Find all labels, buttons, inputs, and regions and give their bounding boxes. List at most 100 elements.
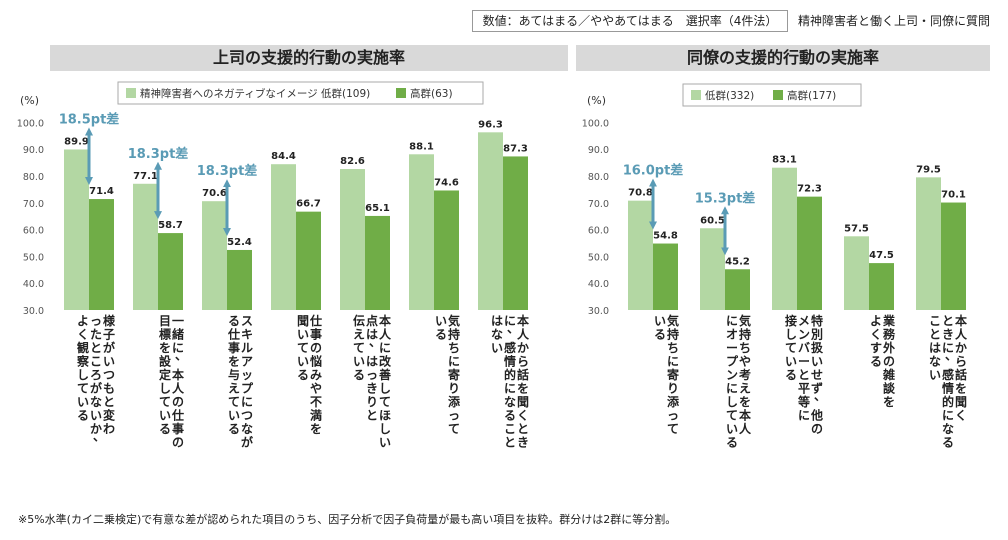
category-label-char: や: [739, 355, 751, 369]
category-label-char: メ: [798, 314, 810, 328]
category-label-char: 満: [310, 408, 322, 423]
category-label-char: 的: [504, 367, 516, 382]
y-tick-label: 100.0: [582, 118, 609, 129]
bar-high: [503, 156, 528, 310]
category-label-char: い: [435, 314, 447, 328]
category-label-char: に: [726, 382, 738, 396]
category-label-char: を: [517, 382, 529, 396]
bar-high: [725, 269, 750, 310]
category-label-char: 改: [379, 354, 392, 369]
category-label-char: 気: [448, 313, 460, 328]
category-label-char: る: [870, 355, 882, 369]
data-label-low: 89.9: [64, 136, 89, 147]
category-label-char: を: [228, 355, 240, 369]
category-label-char: に: [726, 314, 738, 328]
category-label-char: く: [870, 328, 882, 342]
left-chart-title: 上司の支援的行動の実施率: [50, 45, 568, 71]
category-label-char: 観: [77, 340, 89, 355]
y-tick-label: 70.0: [588, 199, 609, 210]
category-label-char: が: [241, 435, 253, 450]
category-label-char: 、: [175, 349, 187, 363]
category-label-char: い: [228, 409, 240, 423]
bar-high: [653, 243, 678, 310]
category-label-char: 不: [310, 395, 322, 409]
category-label-char: 人: [739, 421, 752, 436]
bar-low: [409, 154, 434, 310]
category-label-char: 添: [448, 394, 461, 409]
category-label-char: 気: [739, 313, 751, 328]
category-label-char: が: [90, 381, 102, 396]
category-label-char: い: [379, 436, 391, 450]
category-label-char: と: [90, 341, 102, 355]
category-label-char: て: [228, 395, 240, 409]
data-label-high: 45.2: [725, 256, 750, 267]
y-tick-label: 60.0: [588, 226, 609, 237]
category-label-char: に: [172, 341, 184, 355]
category-label-char: ル: [241, 341, 253, 355]
bar-low: [271, 164, 296, 310]
category-label-char: よ: [870, 314, 882, 328]
category-label-char: な: [491, 328, 503, 342]
category-label-char: し: [379, 422, 391, 436]
category-label-char: 雑: [882, 367, 895, 382]
data-label-high: 65.1: [365, 203, 390, 214]
category-label-char: く: [955, 409, 967, 423]
category-label-char: こ: [504, 422, 516, 436]
legend-label-low: 精神障害者へのネガティブなイメージ 低群(109): [140, 87, 370, 100]
difference-label: 18.5pt差: [59, 111, 120, 127]
footnote: ※5%水準(カイ二乗検定)で有意な差が認められた項目のうち、因子分析で因子負荷量…: [18, 513, 677, 526]
category-label-char: こ: [90, 355, 102, 369]
bar-high: [158, 233, 183, 310]
data-label-high: 47.5: [869, 250, 894, 261]
category-label-char: 標: [159, 327, 171, 342]
category-label-char: 伝: [353, 313, 365, 328]
category-label-char: 変: [103, 408, 116, 423]
category-label-char: 考: [739, 367, 751, 382]
category-label-char: か: [90, 422, 102, 436]
category-label-char: 持: [448, 327, 460, 342]
data-label-low: 77.1: [133, 171, 158, 182]
bar-low: [700, 228, 725, 310]
category-label-char: バ: [798, 341, 810, 355]
category-label-char: の: [883, 355, 895, 369]
category-label-char: い: [159, 409, 171, 423]
category-label-char: ー: [798, 355, 810, 369]
category-label-char: ち: [667, 341, 679, 355]
category-label-char: く: [517, 409, 529, 423]
difference-label: 18.3pt差: [197, 163, 258, 179]
category-label-char: 聞: [517, 395, 529, 409]
data-label-high: 52.4: [227, 237, 252, 248]
category-label-char: 本: [517, 313, 529, 328]
category-label-char: 悩: [309, 354, 322, 369]
category-label-char: 接: [785, 313, 797, 328]
category-label-char: 本: [955, 313, 967, 328]
category-label-char: っ: [448, 409, 460, 423]
category-label-char: 感: [942, 367, 954, 382]
category-label-char: い: [726, 422, 738, 436]
legend-swatch-high: [773, 90, 783, 100]
bar-low: [478, 132, 503, 310]
category-label-char: ち: [739, 341, 751, 355]
category-label-char: な: [90, 395, 102, 409]
category-label-char: す: [870, 341, 882, 355]
right-chart-title: 同僚の支援的行動の実施率: [576, 45, 990, 71]
category-label-char: 与: [228, 368, 240, 382]
category-label-char: に: [798, 409, 810, 423]
category-label-char: を: [955, 382, 967, 396]
category-label-char: 様: [103, 313, 116, 328]
data-label-high: 87.3: [503, 143, 528, 154]
y-tick-label: 80.0: [23, 172, 44, 183]
legend-box: [682, 83, 862, 107]
category-label-char: っ: [366, 368, 378, 382]
category-label-char: 人: [955, 327, 968, 342]
data-label-low: 82.6: [340, 156, 365, 167]
category-label-char: い: [297, 328, 309, 342]
category-label-char: い: [929, 368, 941, 382]
category-label-char: て: [353, 341, 365, 355]
category-label-char: 事: [310, 327, 322, 342]
category-label-char: ろ: [90, 368, 102, 382]
category-label-char: 外: [883, 340, 895, 355]
category-label-char: 点: [366, 313, 378, 328]
difference-label: 15.3pt差: [695, 190, 756, 206]
survey-subject: 精神障害者と働く上司・同僚に質問: [798, 14, 991, 28]
